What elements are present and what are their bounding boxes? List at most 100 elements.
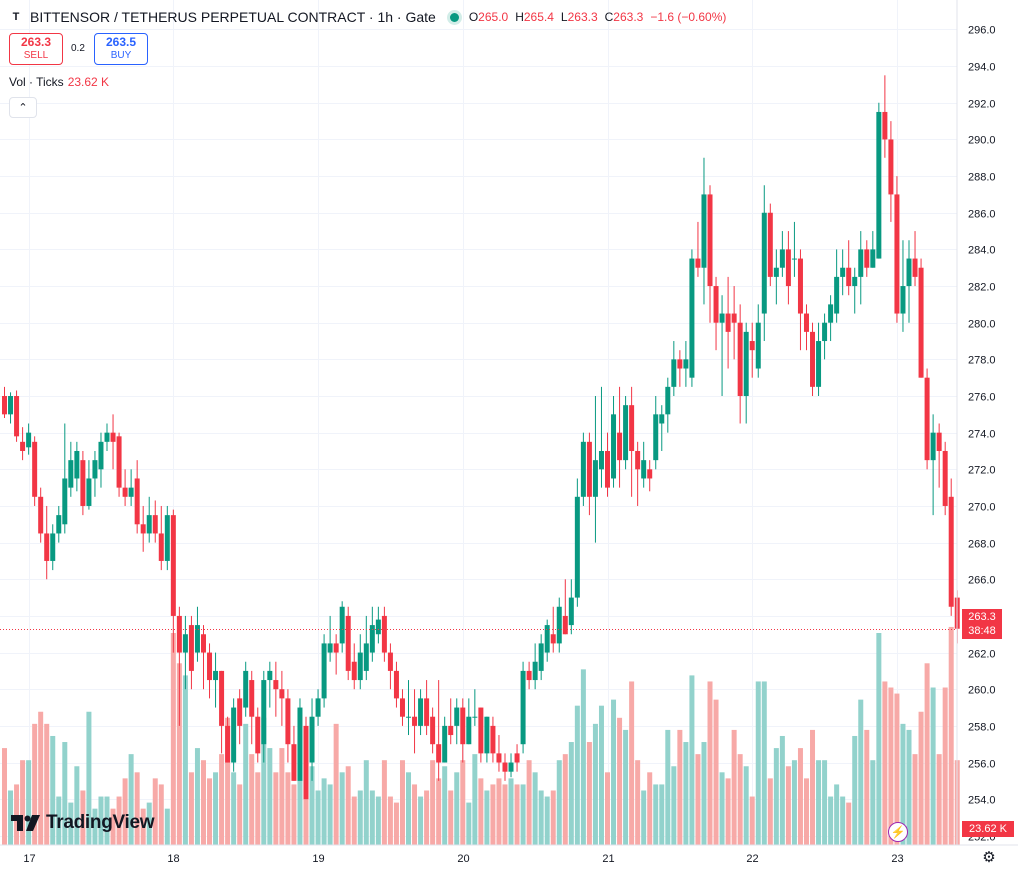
- candle-body: [267, 670, 273, 681]
- candle: [671, 341, 677, 397]
- candle: [279, 670, 285, 726]
- candle-body: [478, 707, 484, 754]
- candle: [333, 634, 339, 675]
- candle: [412, 689, 418, 754]
- candle-body: [828, 304, 834, 323]
- volume-bar: [502, 784, 508, 845]
- candle-body: [635, 450, 641, 470]
- candle-body: [695, 258, 701, 268]
- candle: [219, 670, 225, 754]
- candle: [846, 240, 852, 296]
- volume-bar: [870, 760, 876, 845]
- volume-bar: [387, 796, 393, 845]
- volume-bar: [92, 808, 98, 845]
- candle-body: [140, 524, 146, 534]
- volume-bar: [98, 796, 104, 845]
- collapse-legend-button[interactable]: ⌃: [9, 97, 37, 118]
- volume-bar: [442, 766, 448, 845]
- candle-body: [448, 725, 454, 736]
- candle-body: [791, 258, 797, 260]
- sell-button[interactable]: 263.3 SELL: [9, 33, 63, 65]
- volume-bar: [460, 760, 466, 845]
- tradingview-logo[interactable]: TradingView: [11, 812, 155, 834]
- candle: [98, 432, 104, 488]
- y-tick-label: 282.0: [968, 282, 996, 294]
- candle-body: [526, 670, 532, 681]
- volume-bar: [677, 729, 683, 845]
- candle-body: [924, 377, 930, 461]
- candle-body: [158, 533, 164, 561]
- candle: [749, 322, 755, 378]
- volume-bar: [544, 796, 550, 845]
- candle: [936, 423, 942, 488]
- volume-bar: [478, 778, 484, 845]
- volume-bar: [327, 784, 333, 845]
- candle-body: [98, 441, 104, 470]
- candle-body: [92, 460, 98, 479]
- y-tick-label: 294.0: [968, 62, 996, 74]
- candle: [870, 231, 876, 268]
- candle-body: [375, 619, 381, 635]
- volume-bar: [44, 723, 50, 845]
- candle: [152, 500, 158, 543]
- change-value: −1.6 (−0.60%): [650, 10, 727, 24]
- symbol-logo-icon[interactable]: T: [8, 9, 24, 25]
- candle: [32, 436, 38, 506]
- symbol-title[interactable]: BITTENSOR / TETHERUS PERPETUAL CONTRACT …: [30, 9, 436, 25]
- market-status-icon[interactable]: [449, 12, 459, 22]
- candle: [231, 698, 237, 772]
- candle-body: [900, 286, 906, 314]
- candle: [731, 286, 737, 360]
- candle: [8, 392, 14, 424]
- gear-icon[interactable]: ⚙: [982, 849, 996, 866]
- volume-bar: [617, 717, 623, 845]
- volume-bar: [816, 760, 822, 845]
- buy-button[interactable]: 263.5 BUY: [94, 33, 148, 65]
- candle-body: [544, 625, 550, 653]
- volume-bar: [586, 742, 592, 845]
- candle: [767, 203, 773, 287]
- candle-body: [834, 276, 840, 314]
- buy-price: 263.5: [105, 35, 137, 49]
- candle-body: [502, 762, 508, 772]
- volume-bar: [906, 729, 912, 845]
- candle: [526, 661, 532, 690]
- candle: [532, 643, 538, 690]
- candle-body: [38, 496, 44, 534]
- candle: [737, 304, 743, 424]
- volume-legend[interactable]: Vol · Ticks 23.62 K: [9, 75, 109, 89]
- candle: [176, 606, 182, 726]
- candle: [213, 652, 219, 708]
- candle: [38, 487, 44, 543]
- lightning-icon[interactable]: ⚡: [888, 822, 908, 842]
- candle-body: [876, 111, 882, 259]
- volume-bar: [888, 687, 894, 845]
- candle: [74, 441, 80, 492]
- candle-body: [810, 331, 816, 387]
- candle-body: [665, 386, 671, 415]
- volume-bar: [876, 633, 882, 845]
- y-tick-label: 254.0: [968, 795, 996, 807]
- candle: [406, 680, 412, 736]
- volume-bar: [128, 754, 134, 845]
- candle-body: [858, 249, 864, 277]
- candle-body: [339, 606, 345, 644]
- y-tick-label: 278.0: [968, 355, 996, 367]
- candle: [810, 322, 816, 397]
- y-tick-label: 272.0: [968, 465, 996, 477]
- candle-body: [779, 249, 785, 268]
- current-volume-tag: 23.62 K: [962, 821, 1014, 837]
- y-tick-label: 268.0: [968, 539, 996, 551]
- ohlc-values: O265.0 H265.4 L263.3 C263.3 −1.6 (−0.60%…: [468, 10, 727, 24]
- candle-body: [14, 396, 20, 437]
- candle: [912, 231, 918, 287]
- volume-bar: [406, 772, 412, 845]
- candle-body: [303, 725, 309, 800]
- candle: [357, 634, 363, 690]
- candle: [580, 432, 586, 506]
- candle: [273, 661, 279, 717]
- volume-bar: [858, 699, 864, 845]
- candle: [689, 249, 695, 387]
- candle-body: [852, 276, 858, 287]
